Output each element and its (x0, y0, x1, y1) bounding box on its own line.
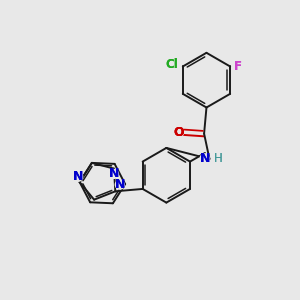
Circle shape (175, 128, 184, 136)
Text: O: O (174, 126, 184, 139)
Circle shape (233, 62, 242, 71)
Text: Cl: Cl (165, 58, 178, 70)
Text: F: F (234, 60, 242, 73)
Circle shape (175, 128, 184, 136)
Circle shape (74, 172, 82, 181)
Text: O: O (174, 126, 184, 139)
Circle shape (200, 154, 209, 163)
Text: N: N (200, 152, 210, 165)
Text: N: N (109, 167, 119, 180)
Text: N: N (73, 170, 83, 183)
Circle shape (115, 180, 124, 189)
Text: Cl: Cl (165, 58, 178, 70)
Circle shape (167, 60, 176, 69)
Text: N: N (73, 170, 83, 183)
Text: N: N (200, 152, 210, 165)
Text: H: H (213, 152, 222, 165)
Text: N: N (115, 178, 125, 191)
Text: O: O (174, 126, 184, 139)
Circle shape (110, 169, 118, 178)
Text: N: N (115, 178, 125, 191)
Text: F: F (234, 60, 242, 73)
Text: N: N (109, 167, 119, 180)
Text: H: H (213, 152, 222, 165)
